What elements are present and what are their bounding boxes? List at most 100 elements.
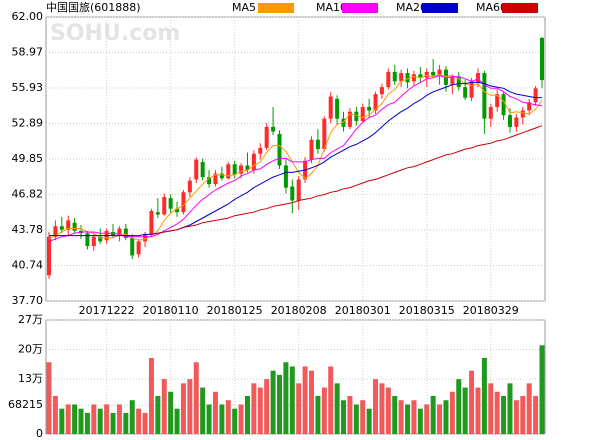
candle-body (277, 133, 282, 166)
volume-bar (289, 366, 295, 434)
candle-body (296, 179, 301, 201)
volume-bar (334, 383, 340, 434)
volume-bar (276, 374, 282, 434)
volume-bar (321, 387, 327, 434)
candle-body (379, 87, 384, 95)
candle-body (437, 69, 442, 76)
volume-bar (46, 362, 52, 434)
volume-bar (373, 379, 379, 434)
candle-body (418, 74, 423, 78)
candle-body (85, 233, 90, 247)
volume-bar (136, 408, 142, 434)
volume-bar (168, 391, 174, 434)
volume-bar (123, 412, 129, 434)
candle-body (219, 173, 224, 179)
candle-body (431, 71, 436, 76)
candle-body (367, 106, 372, 111)
candle-body (354, 111, 359, 122)
volume-bar (501, 396, 507, 434)
ma-line (49, 81, 542, 237)
candle-body (514, 117, 519, 127)
x-tick-label: 20180208 (271, 304, 327, 317)
volume-bar (212, 391, 218, 434)
candle-body (213, 173, 218, 185)
candle-body (258, 147, 263, 154)
y-tick-label: 68215 (8, 398, 43, 411)
y-tick-label: 13万 (18, 372, 43, 385)
candle-body (315, 139, 320, 150)
volume-bar (417, 408, 423, 434)
volume-bar (296, 383, 302, 434)
candle-body (200, 161, 205, 178)
y-tick-label: 0 (36, 427, 43, 440)
volume-bar (155, 396, 161, 434)
candle-body (399, 73, 404, 82)
volume-bar (78, 408, 84, 434)
candle-body (501, 94, 506, 116)
volume-bar (341, 400, 347, 434)
candle-body (527, 102, 532, 111)
candle-body (91, 236, 96, 247)
volume-bar (238, 404, 244, 434)
volume-bar (353, 404, 359, 434)
x-tick-label: 20180301 (335, 304, 391, 317)
candle-body (424, 71, 429, 78)
candle-body (245, 165, 250, 171)
candle-body (239, 165, 244, 174)
volume-bar (59, 408, 65, 434)
volume-bar (193, 362, 199, 434)
volume-bar (315, 396, 321, 434)
volume-bar (526, 383, 532, 434)
volume-bar (475, 387, 481, 434)
volume-bar (488, 383, 494, 434)
candle-body (123, 228, 128, 238)
candle-body (386, 71, 391, 88)
candle-body (187, 180, 192, 193)
candle-body (251, 153, 256, 171)
volume-bar (392, 396, 398, 434)
candle-body (322, 118, 327, 150)
y-tick-label: 55.93 (12, 81, 44, 94)
candle-body (111, 232, 116, 236)
candle-body (341, 118, 346, 127)
y-tick-label: 20万 (18, 343, 43, 356)
volume-bar (481, 358, 487, 434)
watermark: SOHU.com (50, 21, 180, 46)
volume-bar (456, 379, 462, 434)
candle-body (347, 111, 352, 127)
x-tick-label: 20171222 (79, 304, 135, 317)
candle-body (405, 73, 410, 83)
candle-body (59, 226, 64, 230)
candle-body (136, 241, 141, 255)
candle-body (469, 81, 474, 98)
candle-body (264, 126, 269, 148)
ma-line (48, 74, 543, 242)
candle-body (53, 226, 58, 237)
volume-bar (97, 408, 103, 434)
candle-body (290, 186, 295, 201)
volume-bar (72, 404, 78, 434)
candle-body (488, 106, 493, 119)
y-tick-label: 37.70 (12, 294, 44, 307)
candle-body (373, 94, 378, 111)
volume-bar (180, 383, 186, 434)
volume-bar (360, 400, 366, 434)
candle-body (162, 196, 167, 215)
ma-line (48, 73, 543, 241)
y-tick-label: 43.78 (12, 223, 44, 236)
candle-body (540, 38, 544, 81)
volume-bar (84, 412, 90, 434)
volume-bar (187, 379, 193, 434)
volume-bar (424, 404, 430, 434)
volume-bar (469, 370, 475, 434)
x-tick-label: 20180110 (143, 304, 199, 317)
volume-bar (443, 400, 449, 434)
volume-bar (225, 400, 231, 434)
x-tick-label: 20180329 (463, 304, 519, 317)
candle-body (175, 208, 180, 213)
volume-bar (328, 366, 334, 434)
y-tick-label: 40.74 (12, 258, 44, 271)
volume-bar (174, 408, 180, 434)
candle-body (411, 74, 416, 82)
candle-body (392, 71, 397, 82)
